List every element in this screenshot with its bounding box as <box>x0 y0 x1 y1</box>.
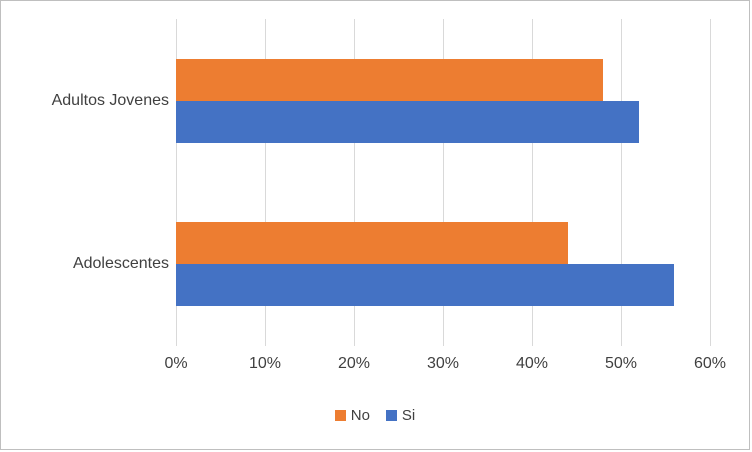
gridline <box>710 19 711 346</box>
x-tick-label: 10% <box>248 355 282 372</box>
plot-area <box>176 19 711 346</box>
bar-si-1 <box>176 100 639 143</box>
legend-swatch <box>385 410 397 421</box>
category-label: Adultos Jovenes <box>51 91 169 109</box>
gridline <box>176 19 177 346</box>
gridline <box>443 19 444 346</box>
x-tick-label: 30% <box>426 355 460 372</box>
gridline <box>265 19 266 346</box>
x-tick-label: 20% <box>337 355 371 372</box>
legend-swatch <box>334 410 346 421</box>
bar-no-2 <box>176 222 568 265</box>
x-tick-label: 50% <box>604 355 638 372</box>
x-tick-label: 60% <box>693 355 727 372</box>
gridline <box>354 19 355 346</box>
x-tick-label: 40% <box>515 355 549 372</box>
x-tick-label: 0% <box>164 355 188 372</box>
legend-item-no: No <box>334 407 370 424</box>
bar-no-1 <box>176 58 604 101</box>
gridline <box>532 19 533 346</box>
legend-item-si: Si <box>385 407 416 424</box>
legend: No Si <box>1 407 749 424</box>
bar-si-2 <box>176 264 675 307</box>
legend-label: Si <box>401 407 416 424</box>
legend-label: No <box>350 407 370 424</box>
value-axis: 0% 10% 20% 30% 40% 50% 60% <box>164 355 726 377</box>
gridline <box>621 19 622 346</box>
category-axis: Adultos Jovenes Adolescentes <box>7 19 169 346</box>
category-label: Adolescentes <box>72 255 169 273</box>
